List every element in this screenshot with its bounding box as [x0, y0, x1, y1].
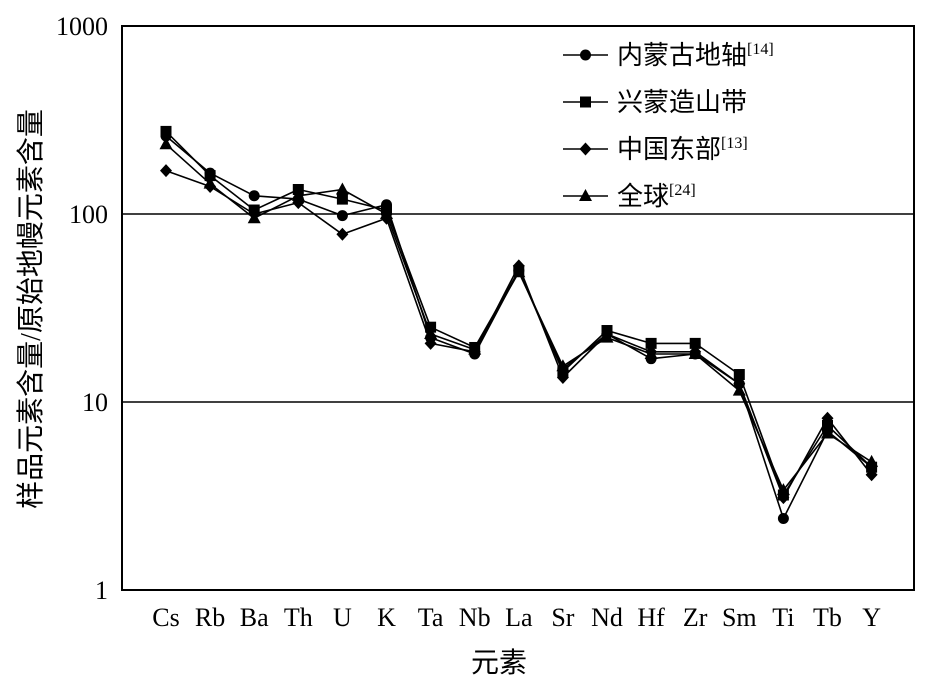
legend-name: 内蒙古地轴: [617, 41, 747, 70]
x-tick-label-hf: Hf: [637, 603, 665, 632]
legend-marker-diamond: [579, 142, 592, 156]
x-tick-label-zr: Zr: [683, 603, 708, 632]
legend-item-circle: 内蒙古地轴[14]: [563, 41, 774, 70]
x-tick-label-y: Y: [862, 603, 881, 632]
data-point-circle: [777, 513, 789, 525]
data-point-triangle: [291, 188, 305, 201]
legend-label: 兴蒙造山带: [617, 88, 747, 117]
data-point-triangle: [644, 347, 658, 360]
data-point-square: [689, 337, 701, 349]
x-tick-label-ba: Ba: [240, 603, 269, 632]
data-point-circle: [336, 210, 348, 222]
series-square: [160, 125, 878, 501]
plot-frame: [121, 25, 915, 591]
y-tick-labels: 1 10 100 1000: [56, 12, 108, 605]
data-point-square: [645, 337, 657, 349]
data-point-diamond: [556, 370, 569, 384]
legend-label: 全球[24]: [617, 182, 696, 211]
x-tick-label-tb: Tb: [813, 603, 842, 632]
data-point-triangle: [468, 342, 482, 355]
y-tick-label: 10: [82, 388, 108, 417]
x-tick-label-k: K: [377, 603, 396, 632]
data-point-square: [822, 419, 833, 431]
x-tick-label-sr: Sr: [551, 603, 574, 632]
legend-item-triangle: 全球[24]: [563, 182, 696, 211]
x-axis-title: 元素: [471, 647, 527, 679]
x-tick-labels: Cs Rb Ba Th U K Ta Nb La Sr Nd Hf Zr Sm Ti Tb Y: [152, 603, 881, 632]
data-point-triangle: [776, 483, 790, 496]
data-point-triangle: [732, 383, 746, 396]
legend-item-diamond: 中国东部[13]: [563, 135, 748, 164]
series-line-triangle: [165, 143, 873, 491]
x-tick-label-ti: Ti: [772, 603, 794, 632]
data-point-diamond: [821, 411, 834, 425]
series-circle: [160, 130, 878, 525]
legend-reference: [14]: [747, 41, 774, 58]
legend-label: 中国东部[13]: [617, 135, 748, 164]
series-diamond: [160, 164, 878, 505]
legend-item-square: 兴蒙造山带: [563, 88, 747, 117]
data-point-square: [336, 193, 348, 205]
data-point-circle: [248, 190, 260, 202]
legend-reference: [13]: [721, 135, 748, 152]
y-tick-label: 100: [69, 200, 108, 229]
data-point-triangle: [159, 137, 173, 150]
y-tick-label: 1000: [56, 12, 108, 41]
data-point-diamond: [160, 164, 172, 178]
data-point-triangle: [380, 207, 393, 219]
legend-name: 兴蒙造山带: [617, 88, 747, 117]
x-tick-label-nd: Nd: [591, 603, 623, 632]
data-point-square: [866, 461, 878, 473]
data-point-triangle: [821, 426, 834, 439]
legend-name: 中国东部: [617, 135, 721, 164]
data-point-diamond: [424, 336, 437, 350]
data-point-triangle: [247, 211, 261, 224]
x-tick-label-nb: Nb: [459, 603, 491, 632]
data-point-triangle: [865, 454, 879, 467]
legend-label: 内蒙古地轴[14]: [617, 41, 774, 70]
grid-lines: [122, 213, 914, 403]
legend-name: 全球: [617, 182, 669, 211]
data-point-square: [204, 170, 216, 182]
x-tick-label-ta: Ta: [418, 603, 444, 632]
data-point-triangle: [600, 330, 614, 343]
series-line-circle: [165, 135, 873, 520]
legend-marker-triangle: [579, 189, 592, 201]
x-tick-label-sm: Sm: [722, 603, 757, 632]
data-point-triangle: [335, 182, 349, 195]
data-point-square: [160, 125, 172, 137]
x-tick-label-cs: Cs: [152, 603, 179, 632]
x-tick-label-rb: Rb: [195, 603, 225, 632]
data-point-triangle: [556, 359, 570, 372]
legend-reference: [24]: [669, 182, 696, 199]
series-group: [159, 125, 879, 525]
data-point-square: [733, 369, 745, 381]
data-point-triangle: [688, 347, 702, 360]
legend-marker-circle: [580, 49, 591, 61]
series-line-square: [165, 130, 873, 496]
data-point-diamond: [865, 468, 878, 482]
x-tick-label-th: Th: [284, 603, 313, 632]
data-point-diamond: [336, 227, 349, 241]
legend-marker-square: [580, 96, 591, 108]
x-tick-label-u: U: [333, 603, 352, 632]
data-point-triangle: [203, 176, 217, 189]
data-point-triangle: [512, 265, 526, 278]
data-point-triangle: [424, 326, 438, 339]
y-tick-label: 1: [95, 576, 108, 605]
x-tick-label-la: La: [505, 603, 533, 632]
series-triangle: [159, 137, 879, 496]
y-axis-title: 样品元素含量/原始地幔元素含量: [15, 109, 47, 509]
